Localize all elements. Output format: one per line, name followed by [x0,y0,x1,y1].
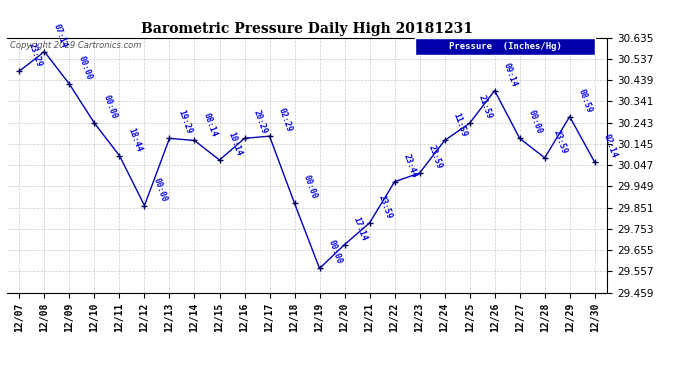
Text: 07:14: 07:14 [51,22,68,49]
Text: 02:29: 02:29 [277,107,293,134]
Text: 00:00: 00:00 [326,239,344,266]
Text: 23:59: 23:59 [551,129,569,155]
Text: 23:59: 23:59 [377,194,393,220]
Text: 00:00: 00:00 [101,94,119,120]
Text: 23:29: 23:29 [26,42,43,68]
Text: 17:14: 17:14 [351,215,368,242]
Text: 18:44: 18:44 [126,126,144,153]
Text: 02:14: 02:14 [602,133,619,159]
Text: 10:14: 10:14 [226,130,244,157]
Text: 00:00: 00:00 [77,55,93,81]
Text: 00:00: 00:00 [151,176,168,203]
Text: 23:44: 23:44 [402,152,419,179]
Text: 09:14: 09:14 [502,61,519,88]
Text: 20:29: 20:29 [251,109,268,135]
Text: Pressure  (Inches/Hg): Pressure (Inches/Hg) [448,42,562,51]
Text: 00:00: 00:00 [302,174,319,201]
Title: Barometric Pressure Daily High 20181231: Barometric Pressure Daily High 20181231 [141,22,473,36]
Text: 19:29: 19:29 [177,109,193,135]
Text: 23:59: 23:59 [426,144,444,170]
Text: 08:59: 08:59 [577,87,593,114]
Text: 11:59: 11:59 [451,111,469,138]
Text: Copyright 2019 Cartronics.com: Copyright 2019 Cartronics.com [10,41,141,50]
Text: 21:59: 21:59 [477,94,493,120]
Text: 00:00: 00:00 [526,109,544,135]
Text: 08:14: 08:14 [201,111,219,138]
FancyBboxPatch shape [415,38,595,56]
